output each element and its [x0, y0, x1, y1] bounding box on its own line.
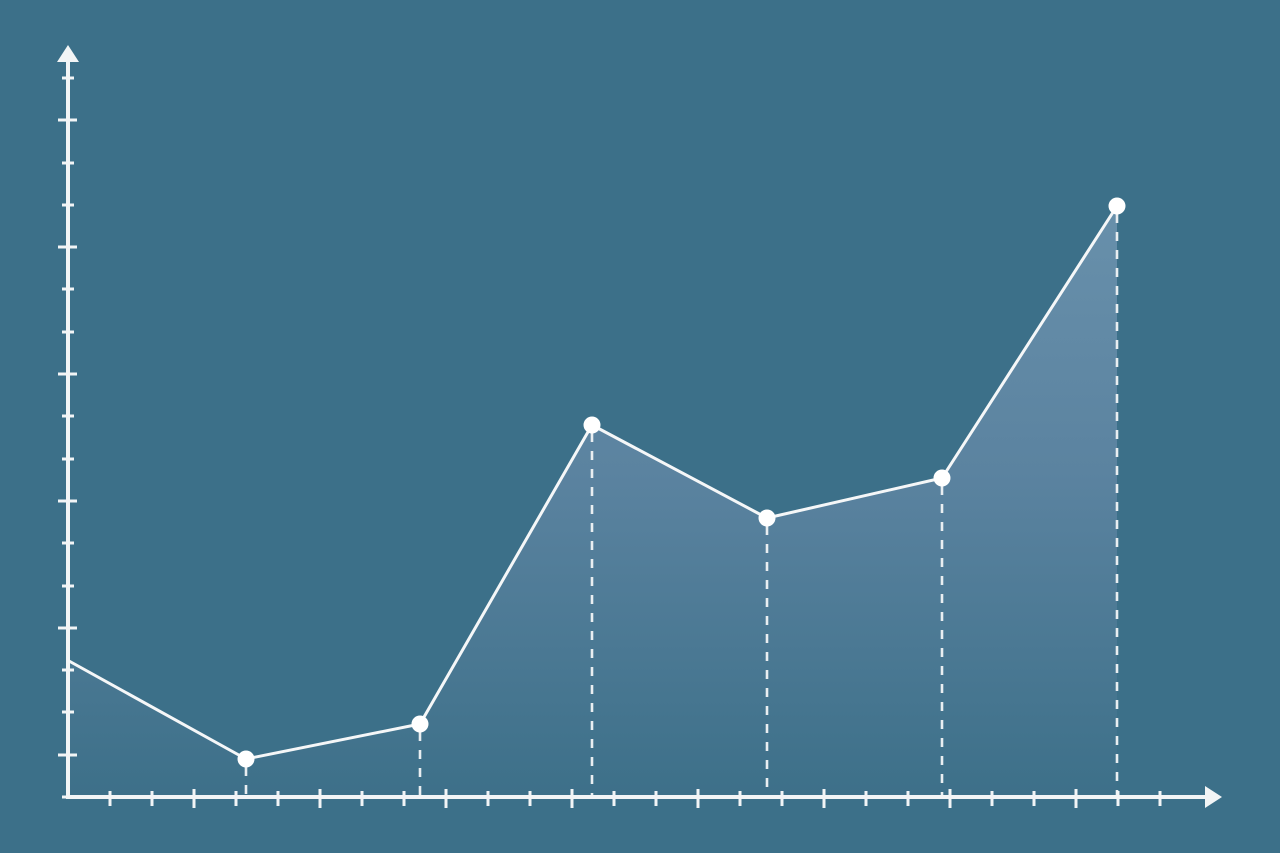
x-axis-ticks-group	[108, 789, 1162, 808]
data-point-marker[interactable]	[933, 469, 951, 487]
y-axis-ticks-group	[58, 76, 77, 799]
dashed-guide-lines-group	[244, 214, 1119, 797]
data-point-markers-group	[237, 197, 1126, 768]
x-axis-arrowhead	[1205, 786, 1222, 808]
y-axis-arrowhead	[57, 45, 79, 62]
data-point-marker[interactable]	[583, 416, 601, 434]
data-point-marker[interactable]	[411, 715, 429, 733]
area-fill-group	[69, 206, 1117, 795]
data-point-marker[interactable]	[1108, 197, 1126, 215]
y-axis-group	[57, 45, 79, 799]
data-point-marker[interactable]	[758, 509, 776, 527]
x-axis-group	[66, 786, 1222, 808]
area-fill	[69, 206, 1117, 795]
data-point-marker[interactable]	[237, 750, 255, 768]
